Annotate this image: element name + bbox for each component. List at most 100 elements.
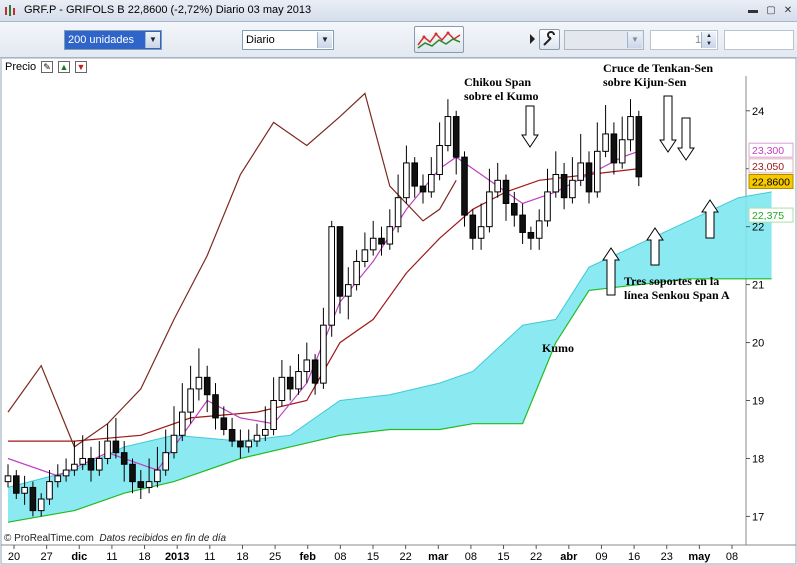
candle-body bbox=[187, 388, 194, 413]
candle-body bbox=[519, 214, 526, 233]
cruce-arrow-2 bbox=[677, 117, 695, 161]
annotation-arrows bbox=[521, 95, 719, 296]
candle-body bbox=[21, 486, 28, 494]
arrow-down-icon[interactable]: ▼ bbox=[75, 61, 87, 73]
x-tick-label: 11 bbox=[204, 551, 215, 563]
y-tick-label: 19 bbox=[752, 396, 764, 408]
count-spinner[interactable]: 1 ▲ ▼ bbox=[650, 30, 718, 50]
chart-app-icon bbox=[5, 5, 15, 16]
footer-brand: © ProRealTime.com bbox=[4, 533, 94, 544]
spinner-arrows-icon[interactable]: ▲ ▼ bbox=[701, 32, 716, 48]
candle-body bbox=[62, 469, 70, 477]
candle bbox=[428, 157, 435, 198]
settings-button[interactable] bbox=[539, 29, 560, 50]
x-tick-label: 2013 bbox=[165, 551, 189, 563]
close-button[interactable]: ✕ bbox=[783, 5, 793, 16]
candle bbox=[270, 377, 277, 436]
candle bbox=[71, 441, 78, 476]
footer-note: Datos recibidos en fin de día bbox=[99, 533, 227, 544]
candle-body bbox=[87, 457, 95, 471]
candle-body bbox=[369, 237, 377, 251]
x-tick-label: may bbox=[688, 551, 711, 563]
candle bbox=[569, 157, 576, 204]
candle bbox=[228, 417, 236, 447]
toolbar: 200 unidades ▼ Diario ▼ ▼ 1 ▲ ▼ bbox=[0, 22, 797, 58]
search-input[interactable] bbox=[724, 30, 794, 50]
candle bbox=[627, 99, 634, 152]
candle-body bbox=[245, 440, 252, 448]
y-tick-label: 24 bbox=[752, 106, 764, 118]
candle-body bbox=[610, 133, 618, 164]
candle bbox=[21, 475, 28, 505]
candle-body bbox=[311, 359, 319, 384]
indicators-button[interactable] bbox=[414, 26, 464, 53]
candle-body bbox=[436, 145, 443, 176]
chart-border bbox=[0, 57, 797, 565]
candle-body bbox=[511, 202, 518, 216]
candle-body bbox=[29, 486, 37, 512]
x-tick-label: 18 bbox=[236, 551, 248, 563]
candle bbox=[120, 441, 128, 482]
candle bbox=[494, 162, 501, 198]
candle-body bbox=[452, 116, 460, 158]
candle bbox=[311, 354, 319, 395]
candle bbox=[369, 220, 377, 256]
annotation-soportes: Tres soportes en la línea Senkou Span A bbox=[624, 274, 730, 302]
candle bbox=[29, 481, 37, 517]
annotation-cruce: Cruce de Tenkan-Sen sobre Kijun-Sen bbox=[603, 61, 713, 89]
candle-body bbox=[477, 226, 485, 239]
chevron-down-icon: ▼ bbox=[627, 32, 642, 48]
candle-body bbox=[71, 463, 78, 471]
candle bbox=[4, 464, 12, 488]
y-tick-label: 20 bbox=[752, 338, 764, 350]
candle-body bbox=[378, 237, 385, 245]
candle bbox=[237, 429, 244, 459]
candle-body bbox=[411, 162, 418, 187]
candle-body bbox=[569, 179, 576, 199]
candle bbox=[361, 232, 369, 268]
candle bbox=[112, 417, 120, 459]
toolbar-toggle-icon[interactable] bbox=[530, 34, 535, 44]
units-select[interactable]: 200 unidades ▼ bbox=[64, 30, 162, 50]
candle bbox=[187, 365, 194, 424]
candle bbox=[79, 435, 87, 471]
period-select[interactable]: Diario ▼ bbox=[242, 30, 334, 50]
candle bbox=[137, 470, 145, 500]
candle-body bbox=[228, 428, 236, 442]
candle bbox=[585, 151, 593, 204]
candle bbox=[328, 220, 335, 337]
arrow-up-icon[interactable]: ▲ bbox=[58, 61, 70, 73]
units-select-value: 200 unidades bbox=[68, 34, 135, 46]
candle-body bbox=[544, 191, 551, 222]
x-tick-label: 11 bbox=[106, 551, 117, 563]
y-tick-label: 22 bbox=[752, 222, 764, 234]
candle-body bbox=[635, 116, 643, 178]
candle bbox=[336, 226, 344, 314]
candle-body bbox=[303, 359, 311, 373]
candle-body bbox=[320, 324, 327, 384]
annotation-cruce-line1: Cruce de Tenkan-Sen bbox=[603, 61, 714, 75]
candle bbox=[353, 249, 360, 291]
candle bbox=[303, 342, 311, 384]
candle bbox=[54, 464, 62, 488]
wrench-icon[interactable]: ✎ bbox=[41, 61, 53, 73]
candle-body bbox=[79, 457, 87, 465]
wrench-icon bbox=[543, 31, 555, 46]
kijun-line bbox=[8, 168, 639, 442]
x-tick-label: feb bbox=[299, 551, 316, 563]
candle-body bbox=[129, 463, 136, 483]
candle bbox=[469, 209, 477, 250]
candle bbox=[129, 458, 136, 494]
candle bbox=[203, 365, 211, 413]
indicator-select[interactable]: ▼ bbox=[564, 30, 644, 50]
annotation-chikou-line2: sobre el Kumo bbox=[464, 89, 539, 103]
candle-body bbox=[162, 452, 169, 471]
last-price-tag: 22,8600 bbox=[752, 176, 790, 188]
minimize-button[interactable]: ▬ bbox=[748, 5, 758, 16]
y-tick-label: 21 bbox=[752, 280, 764, 292]
candle bbox=[170, 406, 178, 459]
maximize-button[interactable]: ▢ bbox=[766, 5, 776, 16]
footer: © ProRealTime.com Datos recibidos en fin… bbox=[4, 533, 226, 544]
candle bbox=[602, 104, 609, 158]
